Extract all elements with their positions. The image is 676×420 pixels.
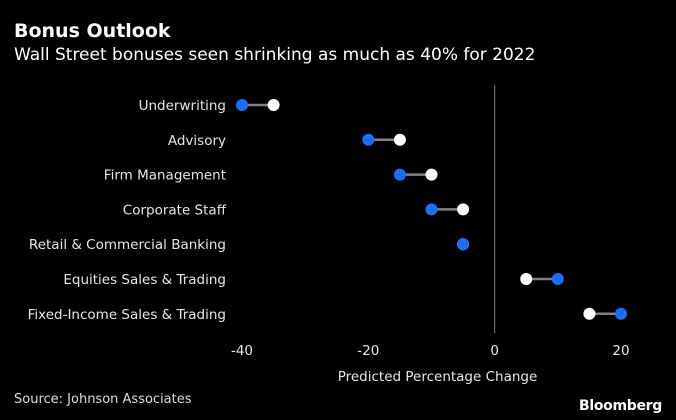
data-point: [425, 168, 438, 181]
chart-subtitle: Wall Street bonuses seen shrinking as mu…: [14, 45, 536, 65]
data-point: [615, 307, 627, 320]
source-note: Source: Johnson Associates: [14, 392, 192, 407]
x-tick-label: -20: [357, 343, 379, 359]
dot-chart: Underwriting Advisory Firm Management Corpo…: [28, 85, 630, 385]
x-tick-label: 0: [490, 343, 499, 359]
chart-rows: Underwriting Advisory Firm Management Corpo…: [28, 98, 627, 323]
category-label: Retail & Commercial Banking: [29, 237, 226, 253]
data-point: [267, 99, 280, 111]
category-label: Firm Management: [104, 168, 226, 184]
category-label: Advisory: [168, 133, 226, 149]
bloomberg-logo: Bloomberg: [578, 398, 662, 414]
data-point: [236, 99, 248, 111]
category-label: Underwriting: [139, 98, 226, 114]
chart-title: Bonus Outlook: [14, 20, 171, 42]
category-label: Equities Sales & Trading: [63, 272, 226, 288]
x-tick-label: 20: [612, 343, 629, 359]
category-label: Corporate Staff: [123, 202, 227, 218]
data-point: [425, 203, 438, 216]
data-point: [393, 168, 406, 181]
x-axis-ticks: -40 -20 0 20: [231, 343, 630, 359]
x-axis-title: Predicted Percentage Change: [338, 369, 538, 385]
data-point: [520, 273, 533, 285]
data-point: [583, 307, 596, 320]
data-point: [457, 203, 470, 216]
category-label: Fixed-Income Sales & Trading: [28, 307, 226, 323]
data-point: [457, 238, 470, 251]
data-point: [551, 273, 564, 285]
data-point: [362, 133, 375, 146]
x-tick-label: -40: [231, 343, 253, 359]
data-point: [393, 133, 406, 146]
